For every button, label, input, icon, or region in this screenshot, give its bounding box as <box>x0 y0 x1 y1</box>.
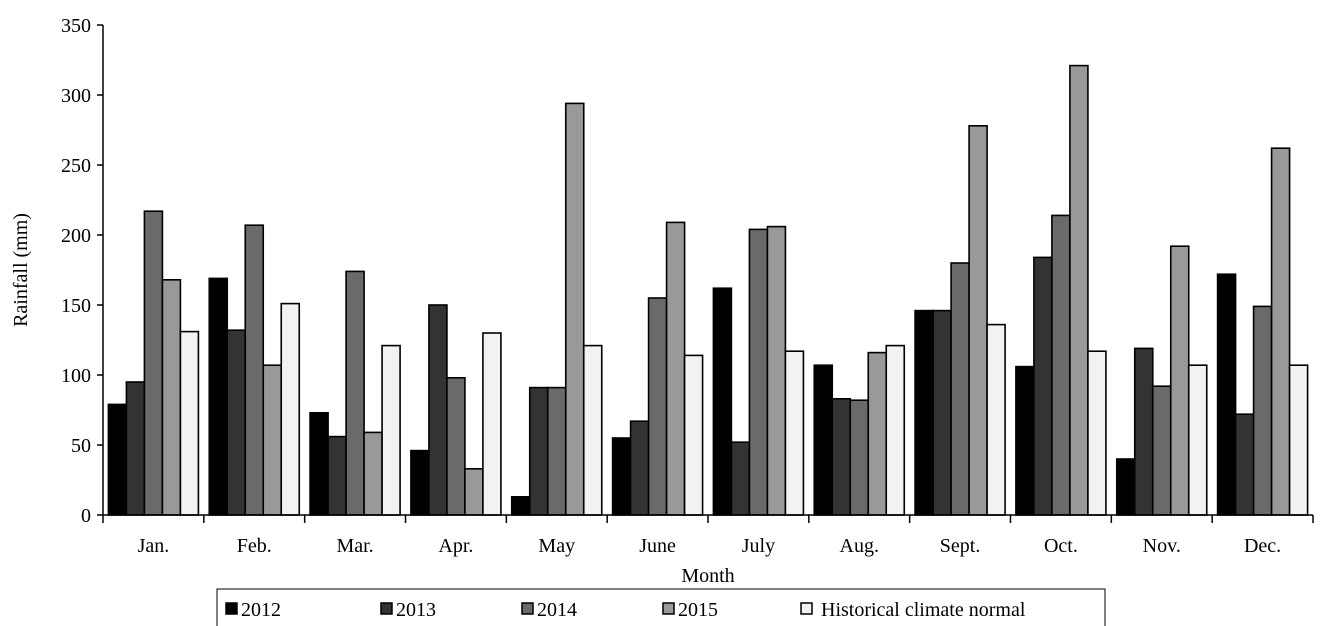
x-tick-label: Nov. <box>1143 535 1181 557</box>
bar-2012-nov <box>1115 458 1136 516</box>
bar-2013-aug <box>831 397 852 516</box>
bar-2015-oct <box>1069 64 1089 516</box>
bar-2013-june <box>629 420 650 516</box>
bar-2013-oct <box>1033 256 1053 516</box>
x-tick-label: Mar. <box>336 535 373 557</box>
x-tick-label: Feb. <box>237 535 272 557</box>
legend-swatch-historical-climate-normal <box>800 602 813 615</box>
x-tick-label: Sept. <box>940 535 981 557</box>
bar-historical-climate-normal-aug <box>885 344 906 516</box>
bar-2012-mar <box>309 411 329 516</box>
bar-2014-jan <box>143 210 164 516</box>
x-tick-label: May <box>538 535 575 557</box>
bar-2012-july <box>712 287 733 516</box>
bar-2014-sept <box>950 262 970 516</box>
legend: 2012 2013 2014 2015 Historical climate norma… <box>216 588 1106 626</box>
x-tick-label: Dec. <box>1244 535 1281 557</box>
bar-2013-feb <box>226 329 247 516</box>
bar-2014-may <box>546 386 567 516</box>
bar-historical-climate-normal-apr <box>482 332 502 516</box>
bar-2012-aug <box>813 364 834 516</box>
y-tick-label: 100 <box>61 365 91 387</box>
bar-2012-oct <box>1015 365 1035 516</box>
bar-2012-dec <box>1216 273 1237 516</box>
bar-2015-nov <box>1169 245 1190 516</box>
bar-2015-mar <box>363 431 383 516</box>
legend-label-2012: 2012 <box>241 599 281 621</box>
y-tick-label: 50 <box>71 435 91 457</box>
bar-2015-may <box>564 102 585 516</box>
legend-box <box>216 588 1106 626</box>
bar-historical-climate-normal-jan <box>179 330 200 516</box>
bar-2015-aug <box>867 351 888 516</box>
legend-swatch-2013 <box>380 602 393 615</box>
y-axis-title: Rainfall (mm) <box>10 213 32 327</box>
bar-2012-june <box>611 437 632 516</box>
bar-2014-oct <box>1051 214 1071 516</box>
bar-2015-july <box>766 225 787 516</box>
bar-2013-nov <box>1133 347 1154 516</box>
bar-historical-climate-normal-nov <box>1187 364 1208 516</box>
bar-2015-apr <box>464 467 484 516</box>
bar-2012-feb <box>208 277 229 516</box>
y-tick-label: 350 <box>61 15 91 37</box>
y-tick-label: 300 <box>61 85 91 107</box>
bar-2013-jan <box>125 381 146 516</box>
bar-historical-climate-normal-dec <box>1288 364 1309 516</box>
x-tick-label: Aug. <box>840 535 879 557</box>
bar-2014-apr <box>446 376 466 516</box>
bar-historical-climate-normal-mar <box>381 344 401 516</box>
x-tick-label: July <box>742 535 775 557</box>
bar-2014-dec <box>1252 305 1273 516</box>
x-tick-label: June <box>639 535 676 557</box>
bar-2015-sept <box>968 125 988 516</box>
y-tick-label: 200 <box>61 225 91 247</box>
bar-2013-mar <box>327 435 347 516</box>
bar-2012-sept <box>914 309 934 516</box>
legend-label-historical-climate-normal: Historical climate normal <box>821 599 1026 621</box>
bar-2013-july <box>730 441 751 516</box>
bar-2014-mar <box>345 270 365 516</box>
bar-historical-climate-normal-may <box>582 344 603 516</box>
x-axis-title: Month <box>681 565 734 587</box>
x-tick-label: Oct. <box>1044 535 1078 557</box>
bar-historical-climate-normal-feb <box>280 302 301 516</box>
bar-2013-apr <box>428 304 448 516</box>
y-tick-label: 0 <box>81 505 91 527</box>
bar-historical-climate-normal-oct <box>1087 350 1107 516</box>
bar-2013-sept <box>932 309 952 516</box>
legend-swatch-2015 <box>662 602 675 615</box>
bar-2012-may <box>510 495 531 516</box>
x-tick-label: Jan. <box>138 535 170 557</box>
bar-2013-dec <box>1234 413 1255 516</box>
bar-2012-apr <box>410 449 430 516</box>
bar-2014-aug <box>849 399 870 516</box>
x-tick-label: Apr. <box>438 535 473 557</box>
bar-2012-jan <box>107 403 128 516</box>
bar-2014-feb <box>244 224 265 516</box>
bar-2015-jan <box>161 278 182 516</box>
bar-2014-june <box>647 297 668 516</box>
bar-2013-may <box>528 386 549 516</box>
bar-2014-july <box>748 228 769 516</box>
bar-2015-june <box>665 221 686 516</box>
bar-historical-climate-normal-sept <box>986 323 1006 516</box>
legend-label-2013: 2013 <box>396 599 436 621</box>
bars-group <box>107 64 1309 516</box>
bar-2015-dec <box>1270 147 1291 516</box>
y-tick-label: 250 <box>61 155 91 177</box>
bar-2014-nov <box>1151 385 1172 516</box>
y-tick-label: 150 <box>61 295 91 317</box>
axes-group: 0 50 100 150 200 250 300 350 Jan. Feb. Mar. Apr. May… <box>61 15 1314 557</box>
legend-label-2015: 2015 <box>678 599 718 621</box>
legend-swatch-2012 <box>225 602 238 615</box>
legend-swatch-2014 <box>521 602 534 615</box>
bar-historical-climate-normal-june <box>683 354 704 516</box>
legend-label-2014: 2014 <box>537 599 577 621</box>
bar-historical-climate-normal-july <box>784 350 805 516</box>
bar-2015-feb <box>262 364 283 516</box>
